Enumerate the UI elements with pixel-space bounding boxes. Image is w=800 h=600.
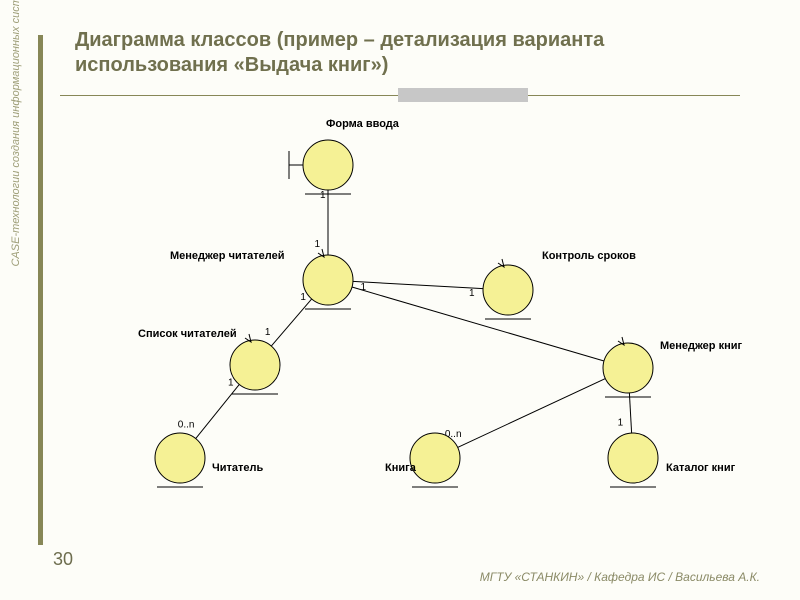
- svg-text:1: 1: [300, 292, 306, 303]
- diagram-svg: 11111110..n0..n1: [70, 110, 750, 540]
- svg-text:1: 1: [265, 327, 271, 338]
- footer-text: МГТУ «СТАНКИН» / Кафедра ИС / Васильева …: [480, 570, 760, 584]
- node-label-katalog: Каталог книг: [666, 462, 735, 474]
- svg-text:0..n: 0..n: [178, 419, 195, 430]
- node-label-chitatel: Читатель: [212, 462, 263, 474]
- page-number: 30: [53, 549, 73, 570]
- page-title: Диаграмма классов (пример – детализация …: [75, 28, 695, 78]
- node-label-kniga: Книга: [385, 462, 416, 474]
- node-label-kontrol: Контроль сроков: [542, 250, 636, 262]
- accent-bar: [398, 88, 528, 102]
- vertical-rule: [38, 35, 43, 545]
- node-label-spisok: Список читателей: [138, 328, 237, 340]
- svg-text:1: 1: [320, 190, 326, 201]
- slide: CASE-технологии создания информационных …: [0, 0, 800, 600]
- sidebar-caption: CASE-технологии создания информационных …: [10, 0, 22, 300]
- svg-text:1: 1: [228, 378, 234, 389]
- node-label-manager_r: Менеджер читателей: [170, 250, 284, 262]
- class-diagram: 11111110..n0..n1 Форма вводаМенеджер чит…: [70, 110, 750, 540]
- svg-text:1: 1: [314, 239, 320, 250]
- node-label-manager_b: Менеджер книг: [660, 340, 742, 352]
- svg-text:1: 1: [469, 288, 475, 299]
- node-label-forma: Форма ввода: [326, 118, 399, 130]
- svg-text:1: 1: [618, 417, 624, 428]
